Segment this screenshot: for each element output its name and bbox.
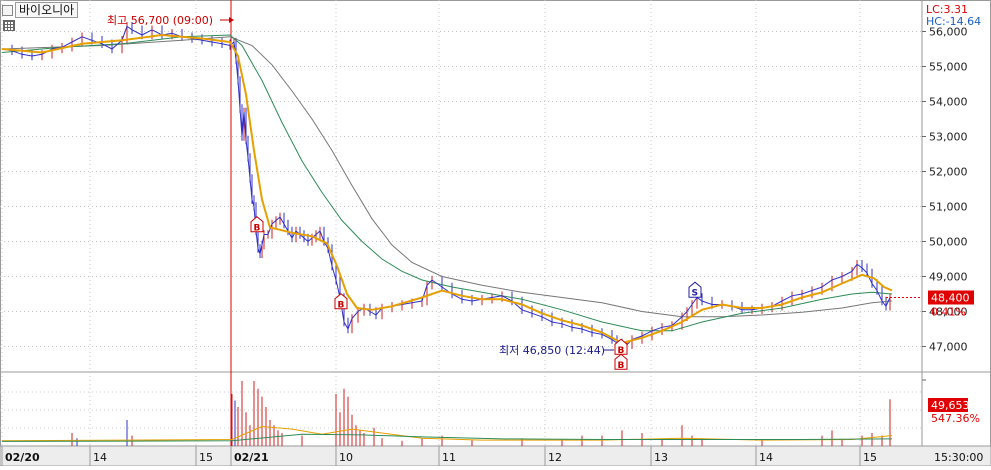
time-tick-label: 14 bbox=[93, 451, 107, 464]
buy-marker-label: B bbox=[254, 223, 261, 233]
sell-marker-label: S bbox=[692, 289, 698, 299]
ma-short-line bbox=[1, 33, 893, 345]
low-annotation-text: 최저 46,850 (12:44) bbox=[499, 344, 605, 357]
time-tick-label: 10 bbox=[339, 451, 353, 464]
buy-marker-label: B bbox=[338, 300, 345, 310]
time-tick-label: 02/20 bbox=[5, 451, 40, 464]
buy-marker-icon bbox=[614, 338, 628, 355]
volume-ma-short-line bbox=[1, 425, 893, 442]
y-tick-label: 52,000 bbox=[929, 166, 968, 179]
y-tick-label: 55,000 bbox=[929, 61, 968, 74]
volume-value-label: 49,653 bbox=[931, 399, 970, 412]
y-tick-label: 50,000 bbox=[929, 236, 968, 249]
table-view-icon[interactable] bbox=[3, 20, 15, 31]
price-line bbox=[1, 25, 891, 349]
high-arrow-head-icon bbox=[229, 17, 234, 23]
y-tick-label: 53,000 bbox=[929, 131, 968, 144]
buy-marker-icon bbox=[334, 293, 348, 310]
current-price-tag bbox=[928, 290, 974, 305]
volume-ratio-label: 547.36% bbox=[931, 412, 980, 425]
sell-marker-icon bbox=[688, 281, 702, 298]
time-tick-label: 11 bbox=[442, 451, 456, 464]
ma-long-line bbox=[1, 36, 893, 318]
lc-label: LC:3.31 bbox=[926, 3, 968, 16]
volume-ma-long-line bbox=[1, 433, 893, 442]
current-time-label: 15:30:00 bbox=[934, 451, 983, 464]
y-tick-label: 51,000 bbox=[929, 201, 968, 214]
current-price-label: 48,400 bbox=[931, 292, 970, 305]
y-tick-label: 56,000 bbox=[929, 26, 968, 39]
y-tick-label: 54,000 bbox=[929, 96, 968, 109]
time-tick-label: 12 bbox=[548, 451, 562, 464]
toolbar-toggle-button[interactable] bbox=[2, 4, 13, 16]
buy-marker-icon bbox=[614, 353, 628, 370]
y-tick-label: 48,000 bbox=[929, 306, 968, 319]
buy-marker-label: B bbox=[618, 361, 625, 371]
buy-marker-icon bbox=[250, 216, 264, 233]
time-axis-bar bbox=[0, 445, 991, 467]
buy-marker-label: B bbox=[618, 346, 625, 356]
time-tick-label: 02/21 bbox=[234, 451, 269, 464]
time-tick-label: 13 bbox=[654, 451, 668, 464]
time-tick-label: 14 bbox=[759, 451, 773, 464]
hc-label: HC:-14.64 bbox=[926, 15, 981, 28]
time-tick-label: 15 bbox=[863, 451, 877, 464]
chart-toolbar: 바이오니아 bbox=[2, 2, 79, 18]
stock-name-label[interactable]: 바이오니아 bbox=[15, 2, 79, 18]
time-tick-label: 15 bbox=[199, 451, 213, 464]
ma-mid-line bbox=[1, 34, 893, 332]
y-tick-label: 49,000 bbox=[929, 271, 968, 284]
volume-value-tag bbox=[928, 398, 968, 412]
high-annotation-text: 최고 56,700 (09:00) bbox=[107, 14, 213, 27]
y-tick-label: 47,000 bbox=[929, 341, 968, 354]
current-change-label: 0.41% bbox=[931, 306, 966, 319]
